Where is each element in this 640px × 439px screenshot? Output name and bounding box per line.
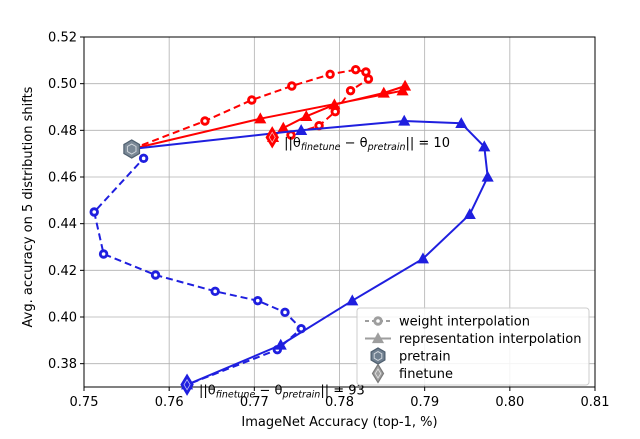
circle-marker-center	[92, 210, 97, 214]
y-tick-label: 0.48	[48, 124, 77, 139]
annotation-text: ||θ	[199, 384, 216, 399]
circle-marker-center	[333, 109, 338, 114]
triangle-marker	[328, 98, 341, 110]
annotation-text: − θ	[255, 384, 282, 399]
circle-marker-center	[141, 156, 146, 161]
y-tick-label: 0.52	[48, 31, 77, 46]
annotation-subscript: pretrain	[367, 142, 406, 153]
annotation-text: || = 93	[320, 384, 364, 399]
circle-marker-center	[376, 319, 380, 323]
x-tick-label: 0.80	[495, 395, 524, 410]
circle-marker-center	[348, 88, 353, 93]
legend-box	[356, 307, 590, 386]
legend: weight interpolation representation inter…	[356, 307, 590, 386]
triangle-marker	[346, 294, 359, 306]
annotation-subscript: pretrain	[281, 390, 320, 401]
annotation-text: || = 10	[406, 136, 450, 151]
circle-marker-center	[101, 252, 106, 256]
legend-label: representation interpolation	[399, 332, 581, 347]
series-0	[131, 64, 374, 150]
grid-lines	[83, 36, 596, 387]
circle-marker-center	[366, 77, 371, 81]
x-tick-label: 0.81	[581, 395, 610, 410]
circle-marker-center	[283, 310, 287, 315]
y-tick-label: 0.42	[48, 264, 77, 279]
finetune-point-inner	[183, 378, 191, 391]
series-2	[89, 148, 306, 390]
circle-marker-center	[364, 70, 368, 74]
finetune-point-inner	[268, 131, 276, 144]
circle-marker-center	[255, 298, 260, 303]
x-tick-label: 0.79	[410, 395, 439, 410]
y-tick-label: 0.46	[48, 171, 77, 186]
series-line	[131, 68, 370, 150]
circle-marker-center	[289, 133, 293, 137]
finetune-point	[265, 126, 279, 149]
annotation-text: ||θ	[284, 136, 301, 151]
triangle-marker	[463, 208, 476, 219]
triangle-marker	[455, 117, 468, 128]
x-tick-label: 0.78	[325, 395, 354, 410]
x-tick-label: 0.76	[155, 395, 184, 410]
triangle-marker	[277, 121, 290, 133]
annotation-text: − θ	[340, 136, 367, 151]
norm-annotation: ||θfinetune − θpretrain|| = 10	[284, 136, 450, 153]
legend-diamond	[371, 363, 385, 384]
legend-hexagon-inner	[373, 351, 383, 361]
triangle-marker	[481, 170, 494, 182]
annotation-subscript: finetune	[216, 390, 256, 401]
triangle-marker	[398, 114, 411, 126]
x-axis-label: ImageNet Accuracy (top-1, %)	[241, 415, 437, 430]
annotation-subscript: finetune	[301, 142, 341, 153]
circle-marker-center	[203, 119, 207, 123]
finetune-point	[180, 373, 194, 396]
circle-marker-center	[328, 72, 332, 77]
legend-label: pretrain	[399, 350, 451, 365]
y-tick-label: 0.44	[48, 217, 77, 232]
circle-marker-center	[213, 289, 217, 294]
legend-label: weight interpolation	[399, 315, 530, 330]
triangle-marker	[478, 140, 491, 152]
circle-marker-center	[353, 67, 358, 72]
y-axis-label: Avg. accuracy on 5 distribution shifts	[21, 86, 36, 327]
triangle-marker	[274, 338, 287, 350]
triangle-marker	[254, 112, 267, 124]
circle-marker-center	[317, 123, 321, 128]
y-tick-label: 0.40	[48, 311, 77, 326]
x-tick-label: 0.75	[70, 395, 99, 410]
circle-marker-center	[249, 98, 254, 102]
circle-marker-center	[290, 84, 294, 88]
pretrain-point-inner	[126, 143, 137, 155]
triangle-marker	[300, 110, 313, 121]
legend-diamond-inner	[374, 368, 382, 379]
triangle-marker	[416, 252, 430, 264]
series-3	[131, 114, 494, 390]
y-tick-label: 0.50	[48, 77, 77, 92]
triangle-marker	[371, 332, 385, 344]
circle-marker-center	[299, 326, 303, 331]
triangle-marker	[399, 79, 412, 91]
legend-hexagon	[370, 347, 386, 365]
x-tick-label: 0.77	[240, 395, 269, 410]
triangle-marker	[295, 124, 308, 135]
triangle-marker	[377, 86, 390, 98]
circle-marker-center	[153, 273, 158, 277]
legend-label: finetune	[399, 367, 453, 382]
norm-annotation: ||θfinetune − θpretrain|| = 93	[199, 384, 365, 401]
pretrain-point	[123, 139, 141, 159]
y-tick-label: 0.38	[48, 357, 77, 372]
